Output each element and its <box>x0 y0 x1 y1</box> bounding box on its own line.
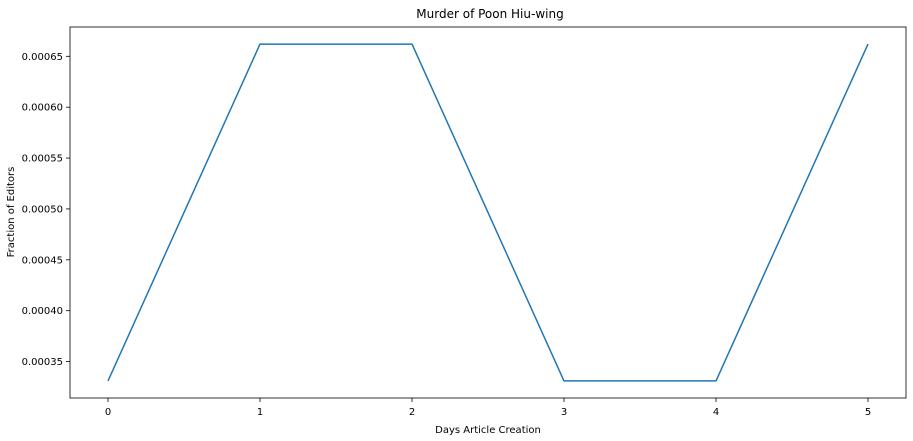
y-axis-ticks: 0.00035 0.00040 0.00045 0.00050 0.00055 0.000… <box>22 52 70 368</box>
y-tick-label: 0.00065 <box>22 52 63 63</box>
x-tick-label: 5 <box>865 407 871 418</box>
y-tick-label: 0.00050 <box>22 204 63 215</box>
plot-area <box>69 26 907 399</box>
x-axis-label: Days Article Creation <box>435 425 541 436</box>
plot-frame <box>69 26 907 399</box>
x-tick-label: 3 <box>561 407 567 418</box>
x-tick-label: 2 <box>409 407 415 418</box>
x-axis-ticks: 0 1 2 3 4 5 <box>105 398 871 418</box>
x-tick-label: 1 <box>257 407 263 418</box>
x-tick-label: 0 <box>105 407 111 418</box>
series-line <box>107 43 869 382</box>
y-axis-label: Fraction of Editors <box>6 167 17 258</box>
y-tick-label: 0.00060 <box>22 103 63 114</box>
y-tick-label: 0.00045 <box>22 255 63 266</box>
chart-title: Murder of Poon Hiu-wing <box>416 7 563 21</box>
x-tick-label: 4 <box>713 407 719 418</box>
y-tick-label: 0.00040 <box>22 306 63 317</box>
y-tick-label: 0.00035 <box>22 357 63 368</box>
y-tick-label: 0.00055 <box>22 154 63 165</box>
